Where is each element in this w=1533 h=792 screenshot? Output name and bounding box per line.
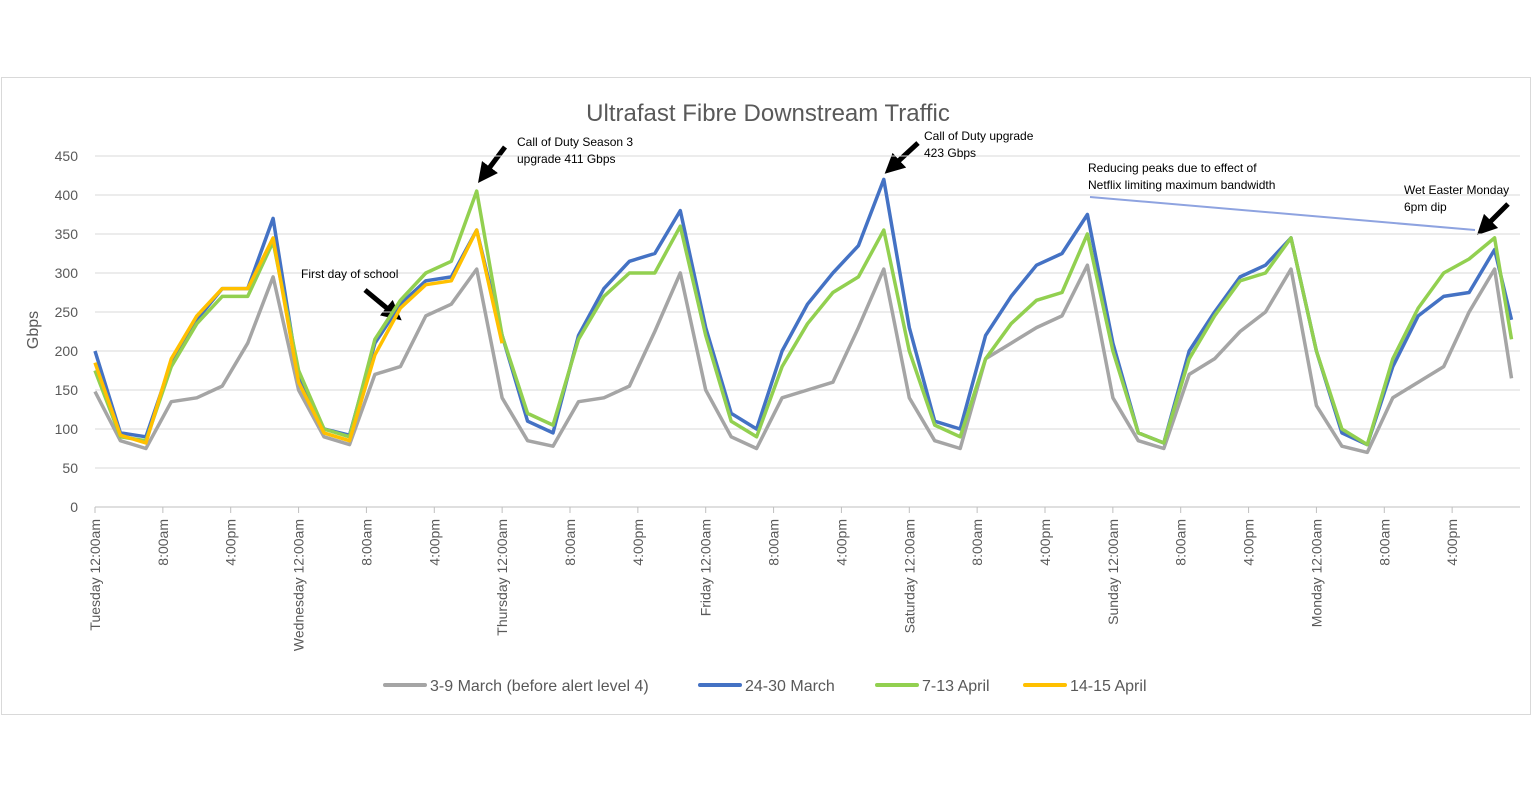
x-tick-label: Tuesday 12:00am	[87, 519, 103, 631]
annotation: 423 Gbps	[924, 146, 976, 160]
x-tick-label: 8:00am	[766, 519, 782, 566]
series-line	[93, 263, 1514, 455]
annotation: Netflix limiting maximum bandwidth	[1088, 178, 1275, 192]
y-tick-label: 450	[55, 148, 79, 164]
x-tick-label: 8:00am	[155, 519, 171, 566]
x-tick-label: Thursday 12:00am	[494, 519, 510, 636]
x-tick-label: 8:00am	[358, 519, 374, 566]
y-tick-label: 150	[55, 382, 79, 398]
x-tick-label: 4:00pm	[630, 519, 646, 566]
annotation: upgrade 411 Gbps	[517, 152, 616, 166]
y-tick-label: 250	[55, 304, 79, 320]
annotation: Wet Easter Monday	[1404, 183, 1509, 197]
x-tick-label: 4:00pm	[426, 519, 442, 566]
legend-label: 3-9 March (before alert level 4)	[430, 678, 649, 695]
y-tick-label: 200	[55, 343, 79, 359]
y-tick-label: 350	[55, 226, 79, 242]
arrow	[363, 288, 402, 321]
y-tick-label: 100	[55, 421, 79, 437]
chart-title: Ultrafast Fibre Downstream Traffic	[586, 100, 950, 127]
y-tick-label: 0	[70, 499, 78, 515]
x-tick-label: 4:00pm	[1241, 519, 1257, 566]
x-tick-label: Saturday 12:00am	[901, 519, 917, 633]
x-tick-label: Wednesday 12:00am	[291, 519, 307, 651]
series-line	[93, 228, 504, 445]
legend-label: 14-15 April	[1070, 678, 1147, 695]
legend-label: 24-30 March	[745, 678, 835, 695]
series-line	[93, 189, 1514, 447]
legend-label: 7-13 April	[922, 678, 990, 695]
y-tick-label: 300	[55, 265, 79, 281]
x-tick-label: 8:00am	[1173, 519, 1189, 566]
x-tick-label: 4:00pm	[1444, 519, 1460, 566]
x-tick-label: Friday 12:00am	[698, 519, 714, 616]
annotation: Reducing peaks due to effect of	[1088, 161, 1257, 175]
y-tick-label: 400	[55, 187, 79, 203]
annotation: Call of Duty Season 3	[517, 135, 633, 149]
arrow	[478, 145, 507, 183]
annotation: 6pm dip	[1404, 200, 1447, 214]
x-tick-label: 8:00am	[562, 519, 578, 566]
arrow	[1476, 202, 1510, 236]
x-tick-label: 8:00am	[969, 519, 985, 566]
y-axis-label: Gbps	[25, 311, 42, 349]
y-tick-label: 50	[62, 460, 78, 476]
x-tick-label: Monday 12:00am	[1308, 519, 1324, 627]
arrow	[884, 141, 920, 174]
x-tick-label: Sunday 12:00am	[1105, 519, 1121, 625]
trend-line	[1089, 196, 1476, 231]
x-tick-label: 4:00pm	[223, 519, 239, 566]
x-tick-label: 8:00am	[1376, 519, 1392, 566]
x-tick-label: 4:00pm	[1037, 519, 1053, 566]
annotation: Call of Duty upgrade	[924, 129, 1034, 143]
annotation: First day of school	[301, 267, 398, 281]
x-tick-label: 4:00pm	[833, 519, 849, 566]
